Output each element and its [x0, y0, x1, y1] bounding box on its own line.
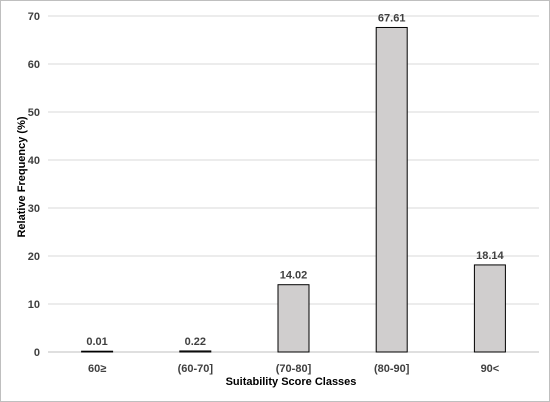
data-label: 0.22	[185, 336, 206, 348]
y-axis-title: Relative Frequency (%)	[16, 116, 28, 237]
y-tick-label: 70	[28, 11, 40, 23]
y-tick-label: 60	[28, 59, 40, 71]
bar	[179, 350, 212, 353]
gridlines	[48, 15, 539, 353]
x-axis-title: Suitability Score Classes	[226, 376, 357, 388]
y-tick-label: 20	[28, 251, 40, 263]
data-label: 67.61	[378, 12, 406, 24]
bar	[81, 350, 114, 353]
x-tick-label: 60≥	[88, 363, 106, 375]
data-label: 14.02	[280, 270, 308, 282]
y-tick-label: 50	[28, 107, 40, 119]
data-label: 0.01	[86, 336, 107, 348]
x-tick-label: 90<	[481, 363, 500, 375]
y-axis-ticks: 0 10 20 30 40 50 60 70	[28, 11, 40, 359]
x-tick-label: (80-90]	[374, 363, 410, 375]
data-label: 18.14	[476, 250, 504, 262]
y-tick-label: 40	[28, 155, 40, 167]
bar	[375, 26, 408, 353]
y-tick-label: 10	[28, 299, 40, 311]
data-labels: 0.01 0.22 14.02 67.61 18.14	[86, 12, 504, 348]
bar	[277, 284, 310, 353]
y-tick-label: 0	[34, 347, 40, 359]
x-tick-label: (60-70]	[178, 363, 214, 375]
y-tick-label: 30	[28, 203, 40, 215]
x-tick-label: (70-80]	[276, 363, 312, 375]
x-axis-ticks: 60≥ (60-70] (70-80] (80-90] 90<	[88, 363, 499, 375]
bars	[81, 26, 506, 353]
bar	[473, 264, 506, 353]
